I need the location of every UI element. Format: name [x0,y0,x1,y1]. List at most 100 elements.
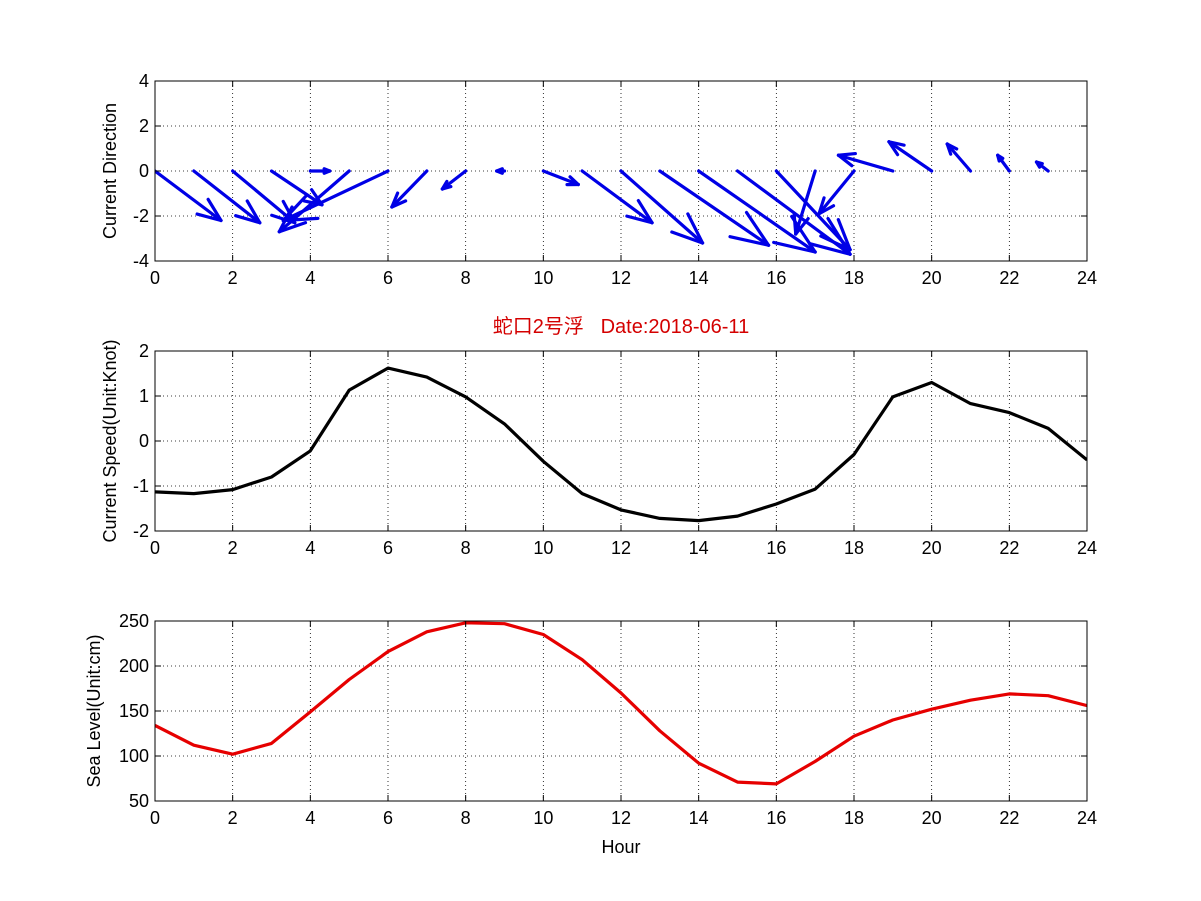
y-tick-label: 0 [139,431,149,451]
arrow [192,169,262,225]
arrow-head [281,193,309,223]
arrow-head [887,140,900,157]
x-tick-label: 12 [611,538,631,558]
y-tick-label: 0 [139,161,149,181]
x-tick-label: 24 [1077,268,1097,288]
arrow [996,153,1011,173]
arrow-head [836,151,857,157]
arrow-head [636,198,654,225]
x-tick-label: 20 [922,808,942,828]
arrow [658,169,771,247]
arrow-shaft [281,169,390,223]
x-tick-label: 18 [844,538,864,558]
x-tick-label: 14 [689,268,709,288]
y-tick-label: 50 [129,791,149,811]
y-tick-label: -2 [133,521,149,541]
arrow-shaft [390,169,429,209]
arrow-head [794,217,810,236]
arrow [1034,160,1050,173]
x-tick-label: 20 [922,538,942,558]
arrow-head [792,212,798,236]
y-tick-label: 1 [139,386,149,406]
arrow-shaft [541,169,580,187]
arrow-head [390,191,400,209]
arrow-shaft [619,169,705,245]
arrow [887,140,934,173]
x-tick-label: 18 [844,268,864,288]
x-tick-label: 12 [611,808,631,828]
y-axis-label: Current Speed(Unit:Knot) [100,339,120,542]
x-tick-label: 6 [383,538,393,558]
arrow-head [625,214,654,225]
x-tick-label: 22 [999,538,1019,558]
arrow-shaft [774,169,852,252]
x-tick-label: 12 [611,268,631,288]
arrow-head [195,212,223,223]
x-tick-label: 16 [766,268,786,288]
x-tick-label: 10 [533,808,553,828]
y-tick-label: 2 [139,116,149,136]
x-tick-label: 10 [533,538,553,558]
arrow [495,167,507,175]
x-tick-label: 22 [999,268,1019,288]
x-tick-label: 0 [150,268,160,288]
arrow [155,169,223,223]
x-tick-label: 24 [1077,538,1097,558]
y-tick-label: 2 [139,341,149,361]
arrow-shaft [269,169,324,207]
x-tick-label: 0 [150,808,160,828]
arrow-head [390,199,408,209]
x-tick-label: 14 [689,808,709,828]
arrow-shaft [658,169,771,247]
arrow-head [728,235,771,247]
arrow-head [817,204,836,216]
arrow-shaft [887,140,934,173]
x-tick-label: 2 [228,268,238,288]
arrow-head [670,230,705,245]
y-tick-label: -1 [133,476,149,496]
x-tick-label: 8 [461,808,471,828]
arrow-head [245,199,262,225]
arrow-head [819,234,852,252]
arrow [390,169,429,209]
x-tick-label: 2 [228,808,238,828]
arrow-shaft [697,169,817,254]
arrow [945,142,973,173]
arrow-shaft [155,169,223,223]
arrow-head [322,169,332,175]
arrow-shaft [945,142,973,173]
x-tick-label: 4 [305,268,315,288]
x-tick-label: 16 [766,538,786,558]
y-axis-label: Sea Level(Unit:cm) [84,634,104,787]
sea-level-line [155,621,1087,786]
arrow-head [277,221,308,234]
arrow [774,169,852,252]
x-tick-label: 22 [999,808,1019,828]
arrow-head [744,210,771,247]
grid-lines [155,621,1087,801]
x-tick-label: 4 [305,538,315,558]
arrow-shaft [192,169,262,225]
y-axis-label: Current Direction [100,103,120,239]
arrow-head [1034,160,1044,166]
arrow-head [686,212,705,245]
arrow-shaft [580,169,654,225]
arrow [541,169,580,187]
arrow [619,169,705,245]
x-tick-label: 24 [1077,808,1097,828]
arrow-head [836,153,854,168]
series-line [155,621,1087,786]
y-tick-label: 4 [139,71,149,91]
x-tick-label: 8 [461,268,471,288]
arrow [792,169,817,236]
arrow-shaft [231,169,297,225]
arrow-shaft [836,153,895,173]
y-tick-label: 100 [119,746,149,766]
